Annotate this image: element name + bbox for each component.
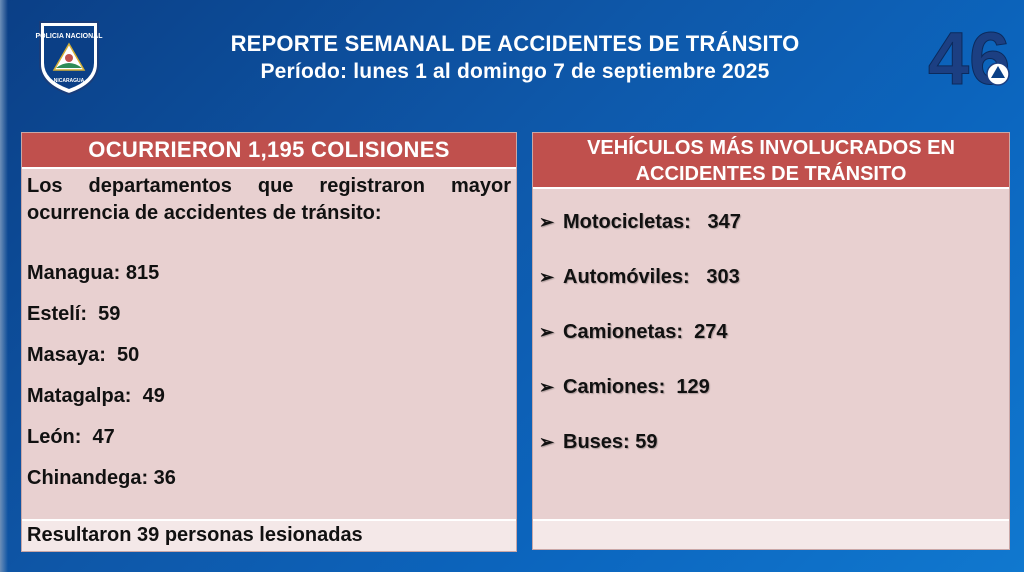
- report-period: Período: lunes 1 al domingo 7 de septiem…: [260, 60, 770, 83]
- vehicles-footer: [533, 519, 1009, 549]
- departments-intro: Los departamentos que registraron mayor …: [27, 175, 511, 224]
- vehicles-panel: VEHÍCULOS MÁS INVOLUCRADOS EN ACCIDENTES…: [532, 132, 1010, 550]
- anniversary-46-logo: 46: [926, 16, 1018, 101]
- department-item: Matagalpa: 49: [27, 385, 165, 407]
- chevron-right-icon: ➢: [539, 432, 555, 452]
- vehicle-item: ➢ Camionetas: 274: [539, 319, 741, 374]
- vehicle-item: ➢ Camiones: 129: [539, 374, 741, 429]
- injured-footer: Resultaron 39 personas lesionadas: [22, 519, 516, 551]
- logo-number: 46: [928, 17, 1010, 96]
- chevron-right-icon: ➢: [539, 212, 555, 232]
- injured-text: Resultaron 39 personas lesionadas: [27, 524, 363, 546]
- chevron-right-icon: ➢: [539, 377, 555, 397]
- vehicles-list: ➢ Motocicletas: 347 ➢ Automóviles: 303 ➢ Ca…: [539, 209, 741, 484]
- report-title-block: REPORTE SEMANAL DE ACCIDENTES DE TRÁNSIT…: [120, 30, 910, 86]
- department-item: Chinandega: 36: [27, 467, 176, 489]
- vehicle-item: ➢ Buses: 59: [539, 429, 741, 484]
- vehicle-label: Camiones: 129: [563, 376, 710, 398]
- department-item: León: 47: [27, 426, 115, 448]
- left-edge-shade: [0, 0, 8, 572]
- chevron-right-icon: ➢: [539, 322, 555, 342]
- vehicle-label: Motocicletas: 347: [563, 211, 741, 233]
- vehicles-heading-line2: ACCIDENTES DE TRÁNSITO: [635, 163, 907, 185]
- vehicle-item: ➢ Motocicletas: 347: [539, 209, 741, 264]
- vehicle-label: Buses: 59: [563, 431, 658, 453]
- report-title: REPORTE SEMANAL DE ACCIDENTES DE TRÁNSIT…: [230, 31, 800, 56]
- logo-left-top-text: POLICIA NACIONAL: [35, 33, 103, 40]
- vehicle-label: Camionetas: 274: [563, 321, 728, 343]
- chevron-right-icon: ➢: [539, 267, 555, 287]
- collisions-panel: OCURRIERON 1,195 COLISIONES Los departam…: [21, 132, 517, 552]
- department-item: Estelí: 59: [27, 303, 121, 325]
- collisions-heading: OCURRIERON 1,195 COLISIONES: [22, 133, 516, 169]
- vehicle-item: ➢ Automóviles: 303: [539, 264, 741, 319]
- vehicles-heading-line1: VEHÍCULOS MÁS INVOLUCRADOS EN: [587, 137, 955, 159]
- vehicles-heading: VEHÍCULOS MÁS INVOLUCRADOS EN ACCIDENTES…: [533, 133, 1009, 189]
- department-item: Masaya: 50: [27, 344, 140, 366]
- department-item: Managua: 815: [27, 262, 160, 284]
- police-shield-logo: POLICIA NACIONAL NICARAGUA: [34, 18, 104, 96]
- logo-left-bottom-text: NICARAGUA: [54, 78, 85, 84]
- departments-list: Managua: 815 Estelí: 59 Masaya: 50 Matag…: [27, 259, 507, 505]
- vehicle-label: Automóviles: 303: [563, 266, 740, 288]
